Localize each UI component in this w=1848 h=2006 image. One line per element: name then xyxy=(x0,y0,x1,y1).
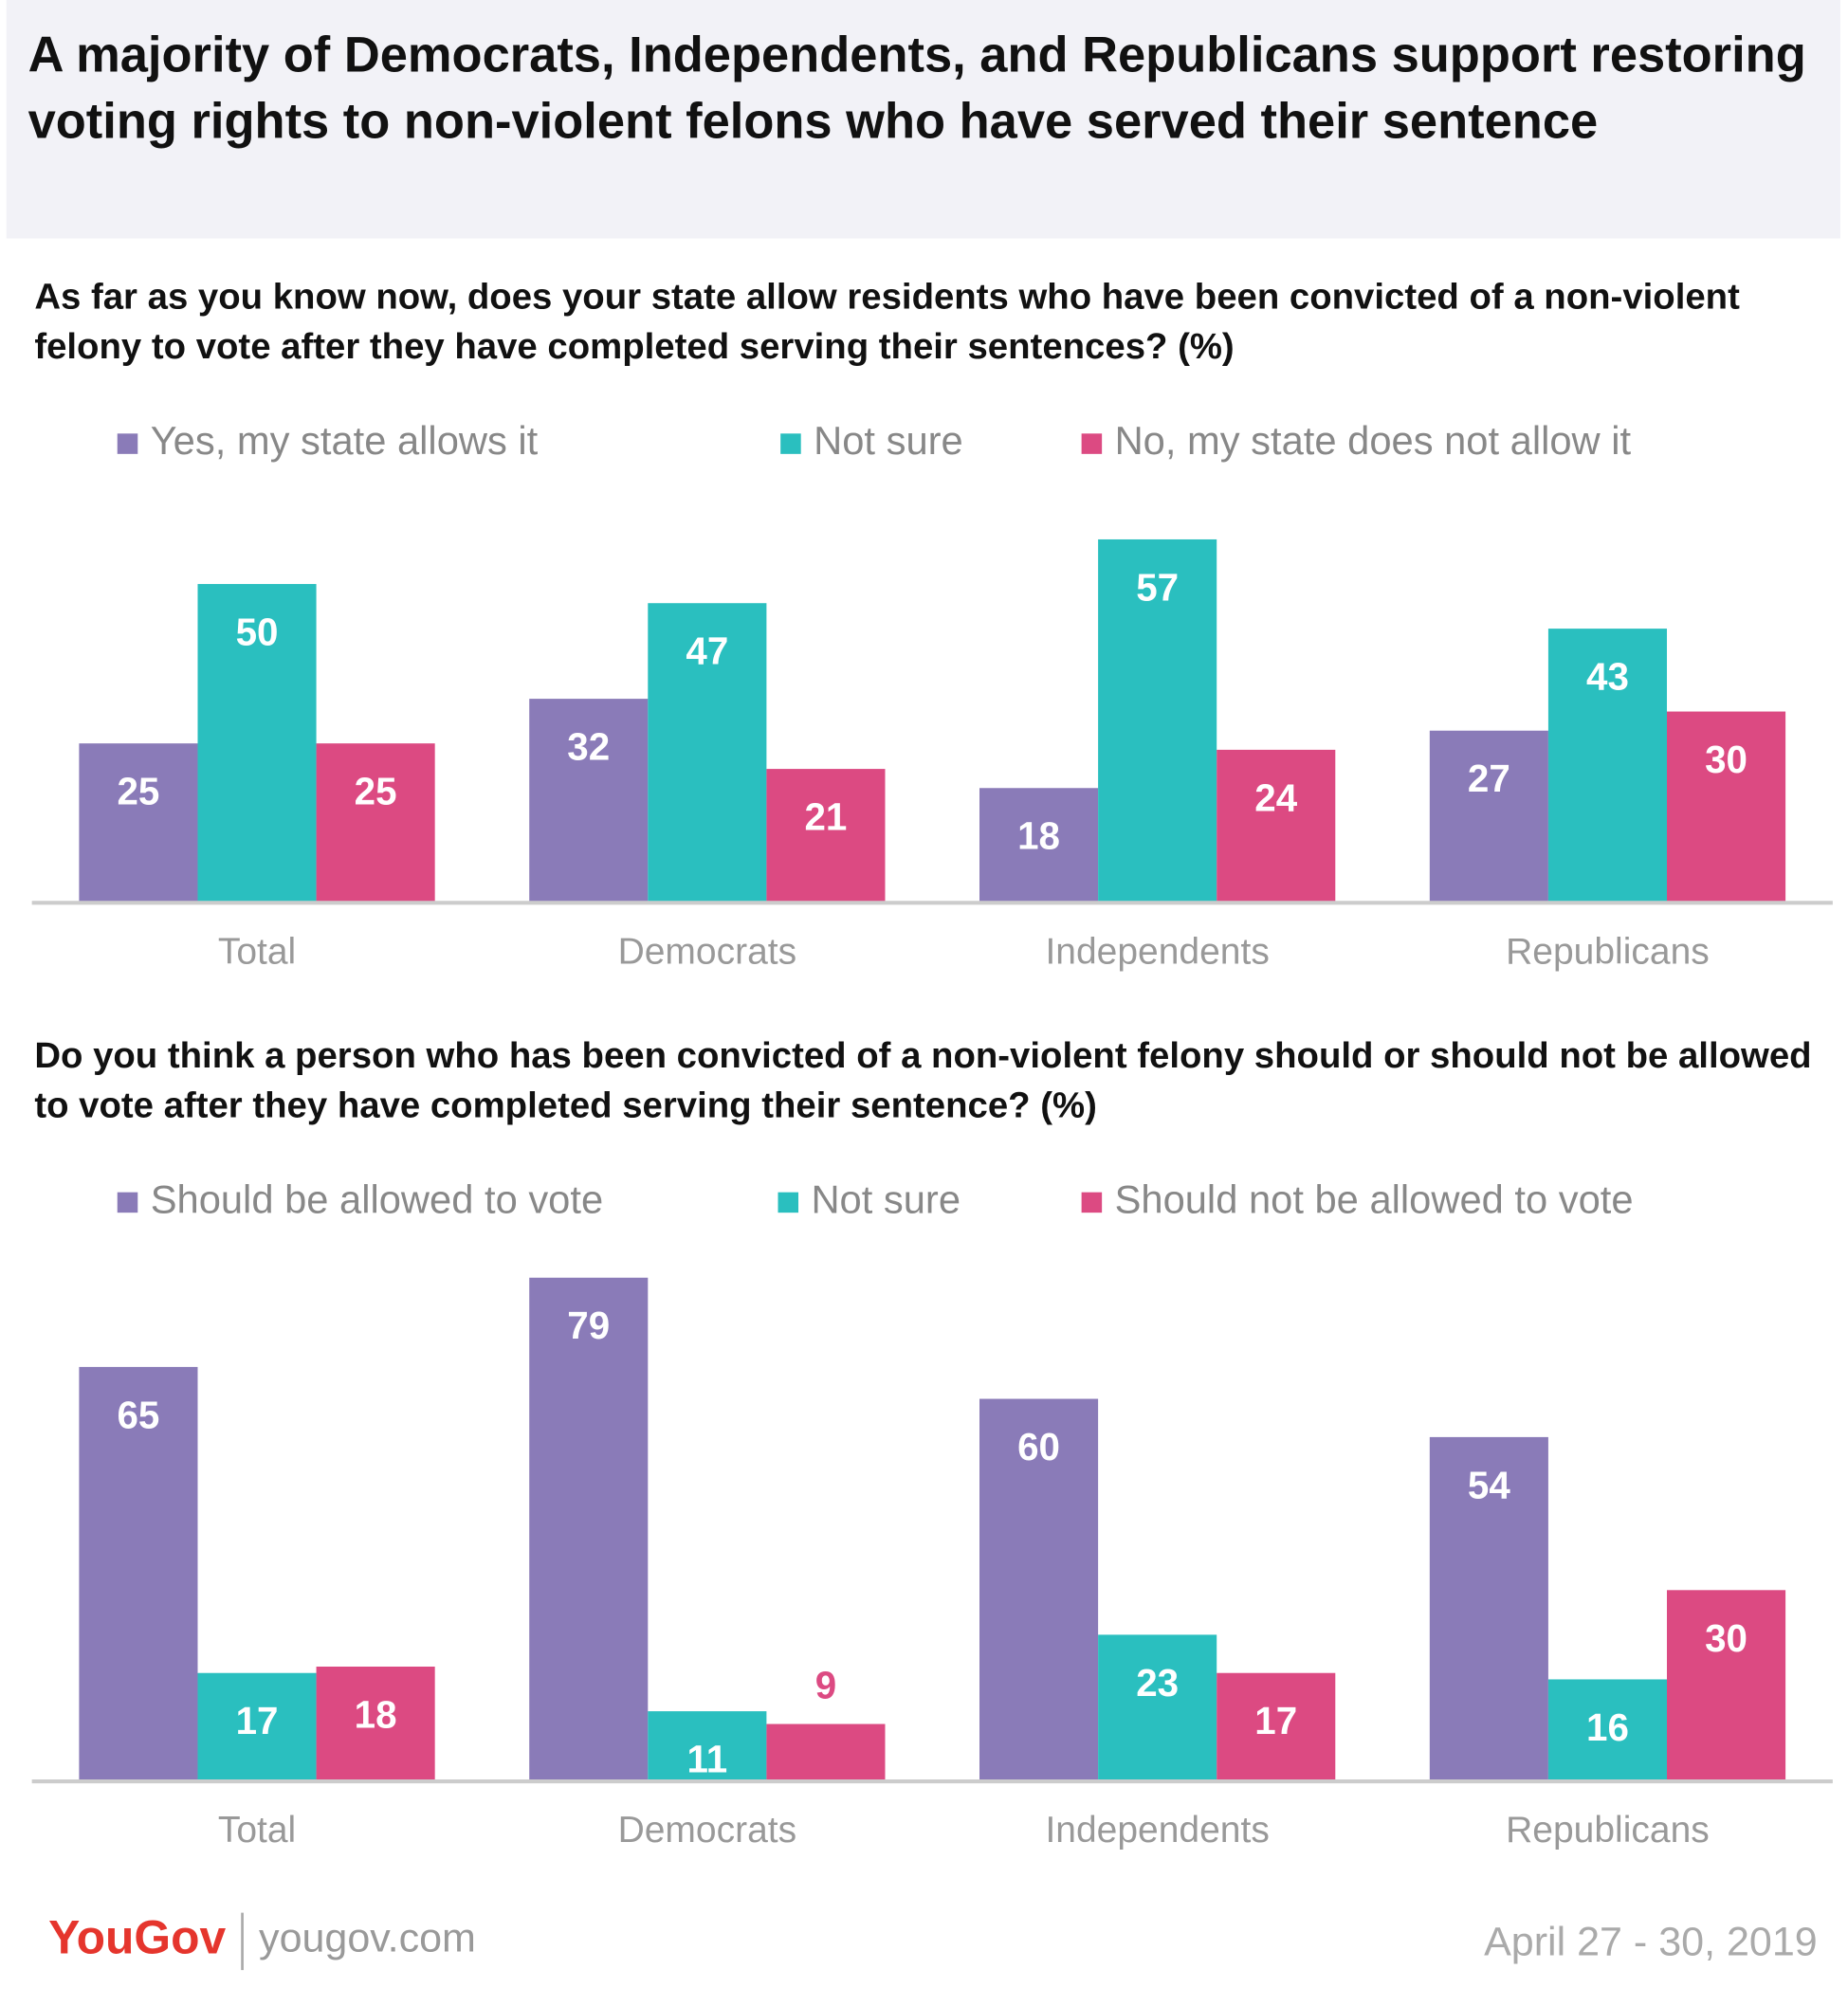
data-label: 43 xyxy=(1586,655,1629,699)
page-title: A majority of Democrats, Independents, a… xyxy=(27,27,1806,150)
data-label: 11 xyxy=(687,1738,728,1781)
bar xyxy=(1098,1634,1217,1782)
data-label: 47 xyxy=(686,629,728,673)
data-label: 25 xyxy=(355,770,397,813)
bar xyxy=(1429,730,1548,903)
bar xyxy=(1217,1672,1336,1782)
bar xyxy=(197,1672,317,1782)
legend-swatch xyxy=(778,1192,799,1213)
bar xyxy=(197,584,317,903)
data-label: 21 xyxy=(804,795,847,839)
bar xyxy=(1667,1590,1786,1782)
legend-label: No, my state does not allow it xyxy=(1115,418,1632,463)
bar xyxy=(1667,711,1786,903)
data-label: 25 xyxy=(118,770,160,813)
data-label: 60 xyxy=(1017,1425,1060,1468)
legend-swatch xyxy=(780,433,801,454)
bar xyxy=(1217,749,1336,903)
legend-swatch xyxy=(1081,1192,1103,1213)
legend-label: Not sure xyxy=(811,1176,961,1221)
x-tick-label: Democrats xyxy=(618,1810,797,1851)
x-tick-label: Independents xyxy=(1045,1810,1269,1851)
legend-label: Not sure xyxy=(814,418,963,463)
brand: YouGov xyxy=(48,1910,226,1963)
data-label: 79 xyxy=(567,1304,610,1347)
bar xyxy=(529,1277,649,1782)
bar xyxy=(979,1398,1099,1782)
bar xyxy=(648,603,767,903)
legend-label: Should be allowed to vote xyxy=(151,1176,603,1221)
header-band xyxy=(6,0,1840,239)
x-tick-label: Democrats xyxy=(618,931,797,972)
bar xyxy=(648,1711,767,1782)
data-label: 54 xyxy=(1468,1463,1510,1506)
data-label: 17 xyxy=(1254,1699,1297,1742)
x-tick-label: Independents xyxy=(1045,931,1269,972)
bar xyxy=(316,743,435,903)
data-label: 27 xyxy=(1468,757,1510,800)
bar xyxy=(79,1366,198,1782)
bar xyxy=(529,699,649,903)
x-tick-label: Total xyxy=(218,931,296,972)
bar xyxy=(979,788,1099,903)
bar xyxy=(1547,629,1668,903)
x-tick-label: Total xyxy=(218,1810,296,1851)
bar xyxy=(766,769,886,903)
data-label: 30 xyxy=(1705,738,1747,781)
data-label: 57 xyxy=(1136,565,1179,609)
legend-label: Yes, my state allows it xyxy=(151,418,539,463)
date: April 27 - 30, 2019 xyxy=(1484,1920,1818,1965)
chart-title: As far as you know now, does your state … xyxy=(34,276,1740,368)
data-label: 18 xyxy=(1017,814,1060,858)
bar xyxy=(1547,1679,1668,1782)
legend-swatch xyxy=(117,433,138,454)
bar xyxy=(1429,1436,1548,1782)
legend-label: Should not be allowed to vote xyxy=(1115,1176,1634,1221)
data-label: 16 xyxy=(1586,1705,1629,1749)
bar xyxy=(766,1723,886,1782)
data-label: 32 xyxy=(567,725,610,769)
data-label: 18 xyxy=(355,1692,397,1736)
legend-swatch xyxy=(117,1192,138,1213)
bar xyxy=(316,1667,435,1782)
site: yougov.com xyxy=(259,1916,476,1961)
legend-swatch xyxy=(1081,433,1103,454)
data-label: 17 xyxy=(236,1699,279,1742)
chart-title: Do you think a person who has been convi… xyxy=(34,1035,1812,1126)
data-label: 65 xyxy=(118,1393,160,1436)
bar xyxy=(79,743,198,903)
data-label: 9 xyxy=(815,1664,836,1707)
x-tick-label: Republicans xyxy=(1506,931,1710,972)
data-label: 30 xyxy=(1705,1616,1747,1660)
bar xyxy=(1098,538,1217,903)
x-tick-label: Republicans xyxy=(1506,1810,1710,1851)
data-label: 24 xyxy=(1254,775,1297,819)
data-label: 23 xyxy=(1136,1661,1179,1705)
data-label: 50 xyxy=(236,611,279,654)
